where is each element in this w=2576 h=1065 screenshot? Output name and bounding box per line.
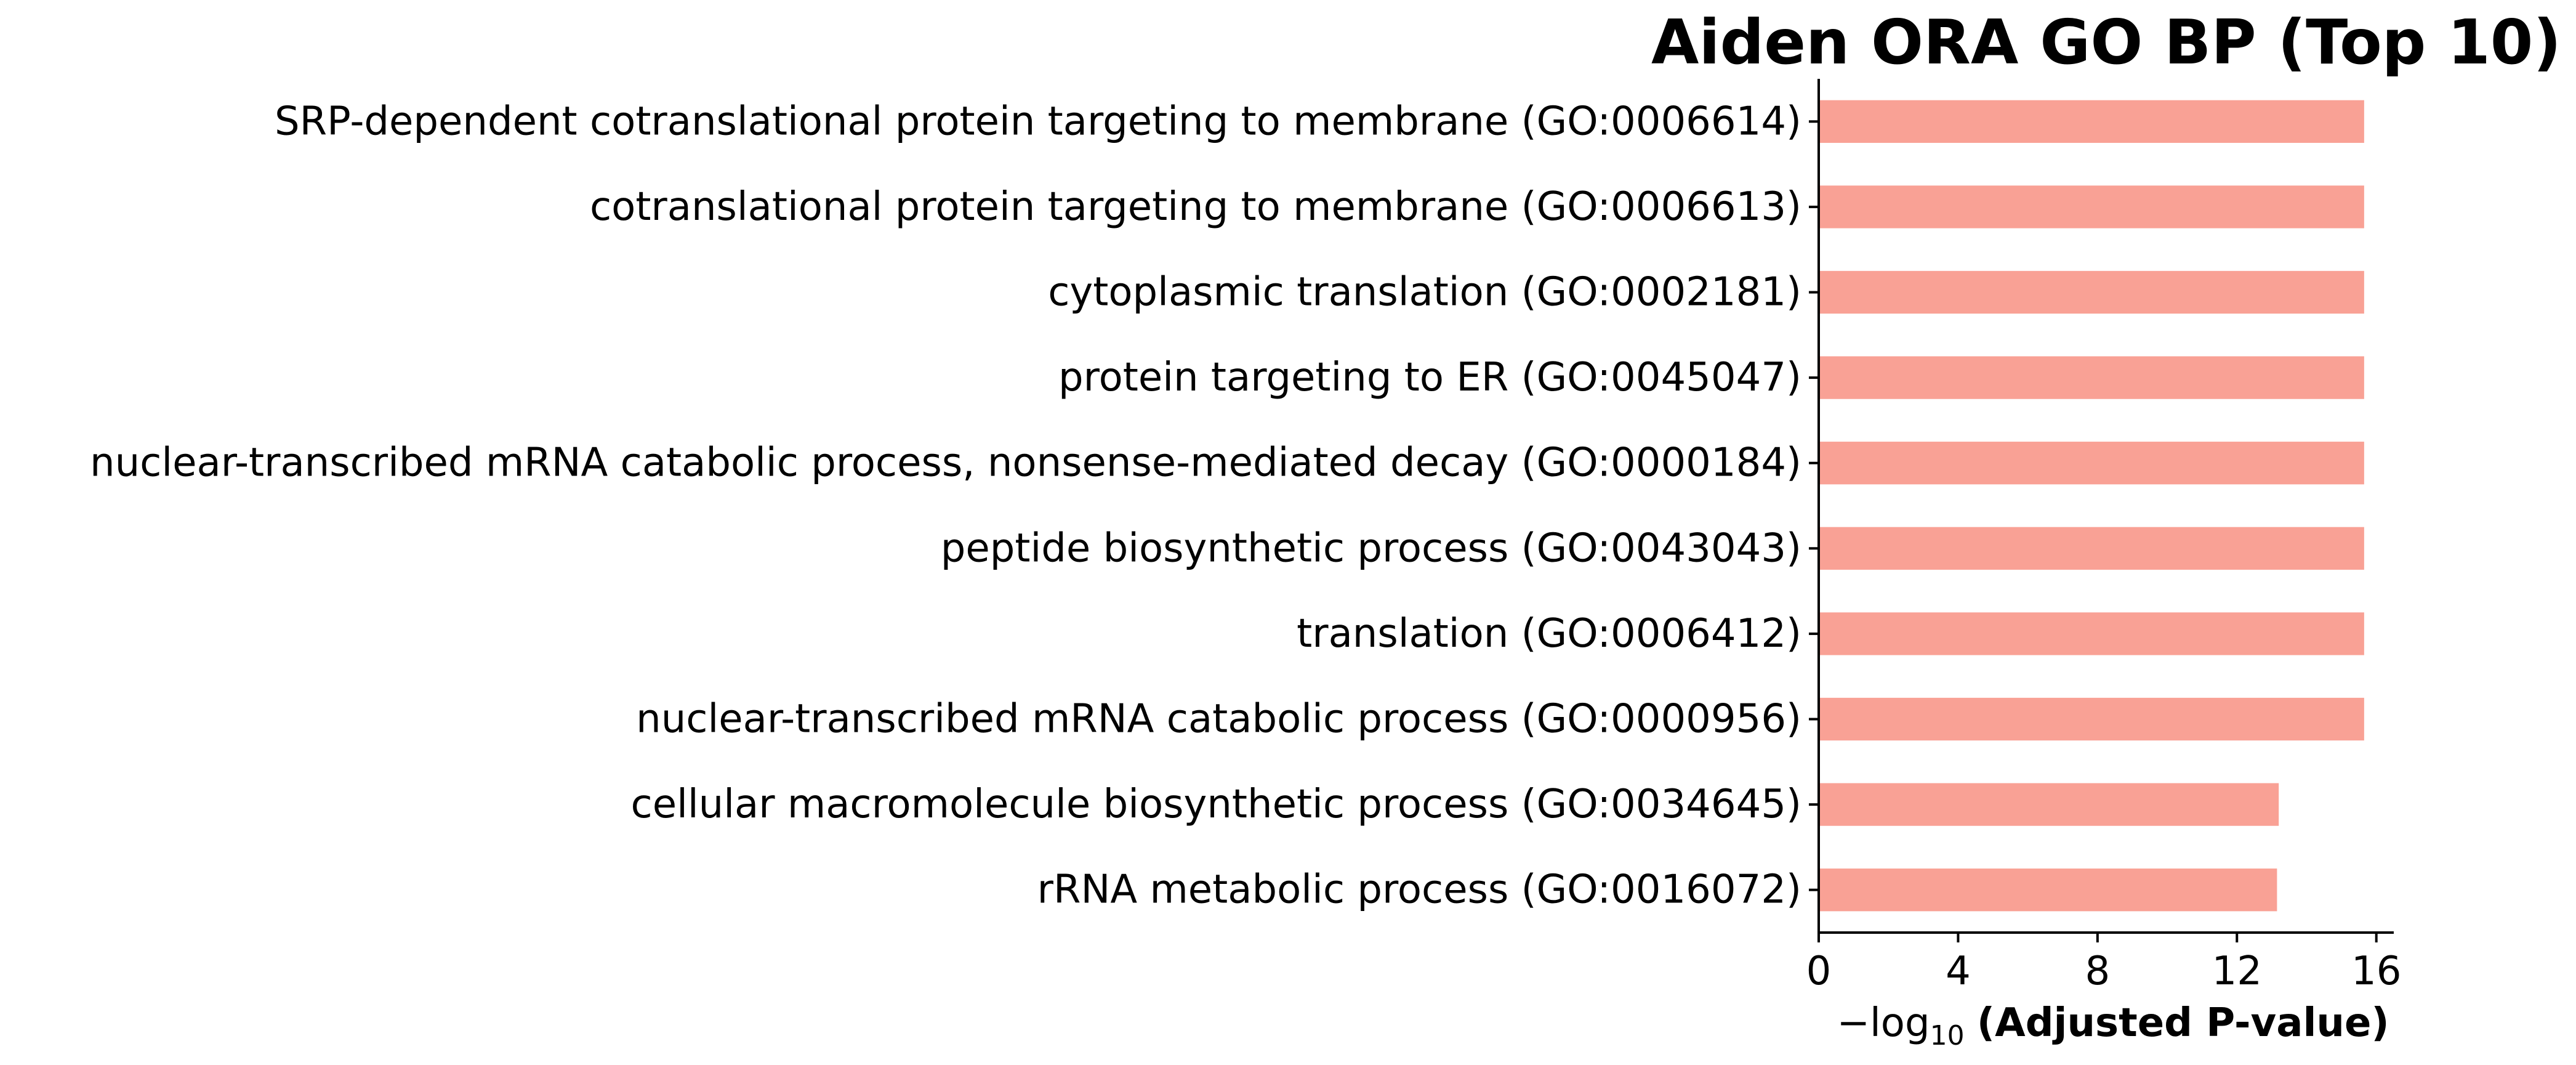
x-tick-label: 4: [1946, 949, 1971, 994]
bar: [1819, 442, 2364, 485]
x-tick-label: 12: [2212, 949, 2262, 994]
bar: [1819, 185, 2364, 229]
bar: [1819, 697, 2364, 741]
bar: [1819, 527, 2364, 570]
category-label: nuclear-transcribed mRNA catabolic proce…: [636, 697, 1801, 742]
bars-group: [1819, 100, 2364, 912]
bar: [1819, 783, 2279, 826]
x-ticks-group: 0 4 8 12 16: [1806, 933, 2401, 994]
category-label: cytoplasmic translation (GO:0002181): [1048, 270, 1801, 315]
x-tick-label: 8: [2085, 949, 2110, 994]
bar: [1819, 270, 2364, 314]
x-tick-label: 16: [2351, 949, 2401, 994]
x-axis-label-main: (Adjusted P-value): [1977, 1000, 2389, 1046]
category-label: rRNA metabolic process (GO:0016072): [1037, 867, 1801, 913]
category-label: cellular macromolecule biosynthetic proc…: [631, 782, 1802, 827]
bar: [1819, 100, 2364, 143]
bar: [1819, 356, 2364, 399]
x-axis-label-subscript: 10: [1930, 1020, 1965, 1051]
category-label: peptide biosynthetic process (GO:0043043…: [941, 525, 1801, 571]
chart-title: Aiden ORA GO BP (Top 10): [1651, 6, 2561, 78]
category-label: cotranslational protein targeting to mem…: [590, 184, 1801, 230]
category-label: nuclear-transcribed mRNA catabolic proce…: [90, 440, 1801, 486]
bar: [1819, 612, 2364, 655]
category-label: translation (GO:0006412): [1297, 611, 1801, 657]
bar: [1819, 869, 2277, 912]
x-axis-label-prefix: −log: [1837, 1000, 1930, 1046]
x-axis-label: −log10 (Adjusted P-value): [1837, 1000, 2389, 1051]
x-tick-label: 0: [1806, 949, 1832, 994]
category-label: protein targeting to ER (GO:0045047): [1058, 355, 1801, 400]
category-label: SRP-dependent cotranslational protein ta…: [275, 99, 1801, 144]
category-labels-group: SRP-dependent cotranslational protein ta…: [90, 99, 1819, 913]
